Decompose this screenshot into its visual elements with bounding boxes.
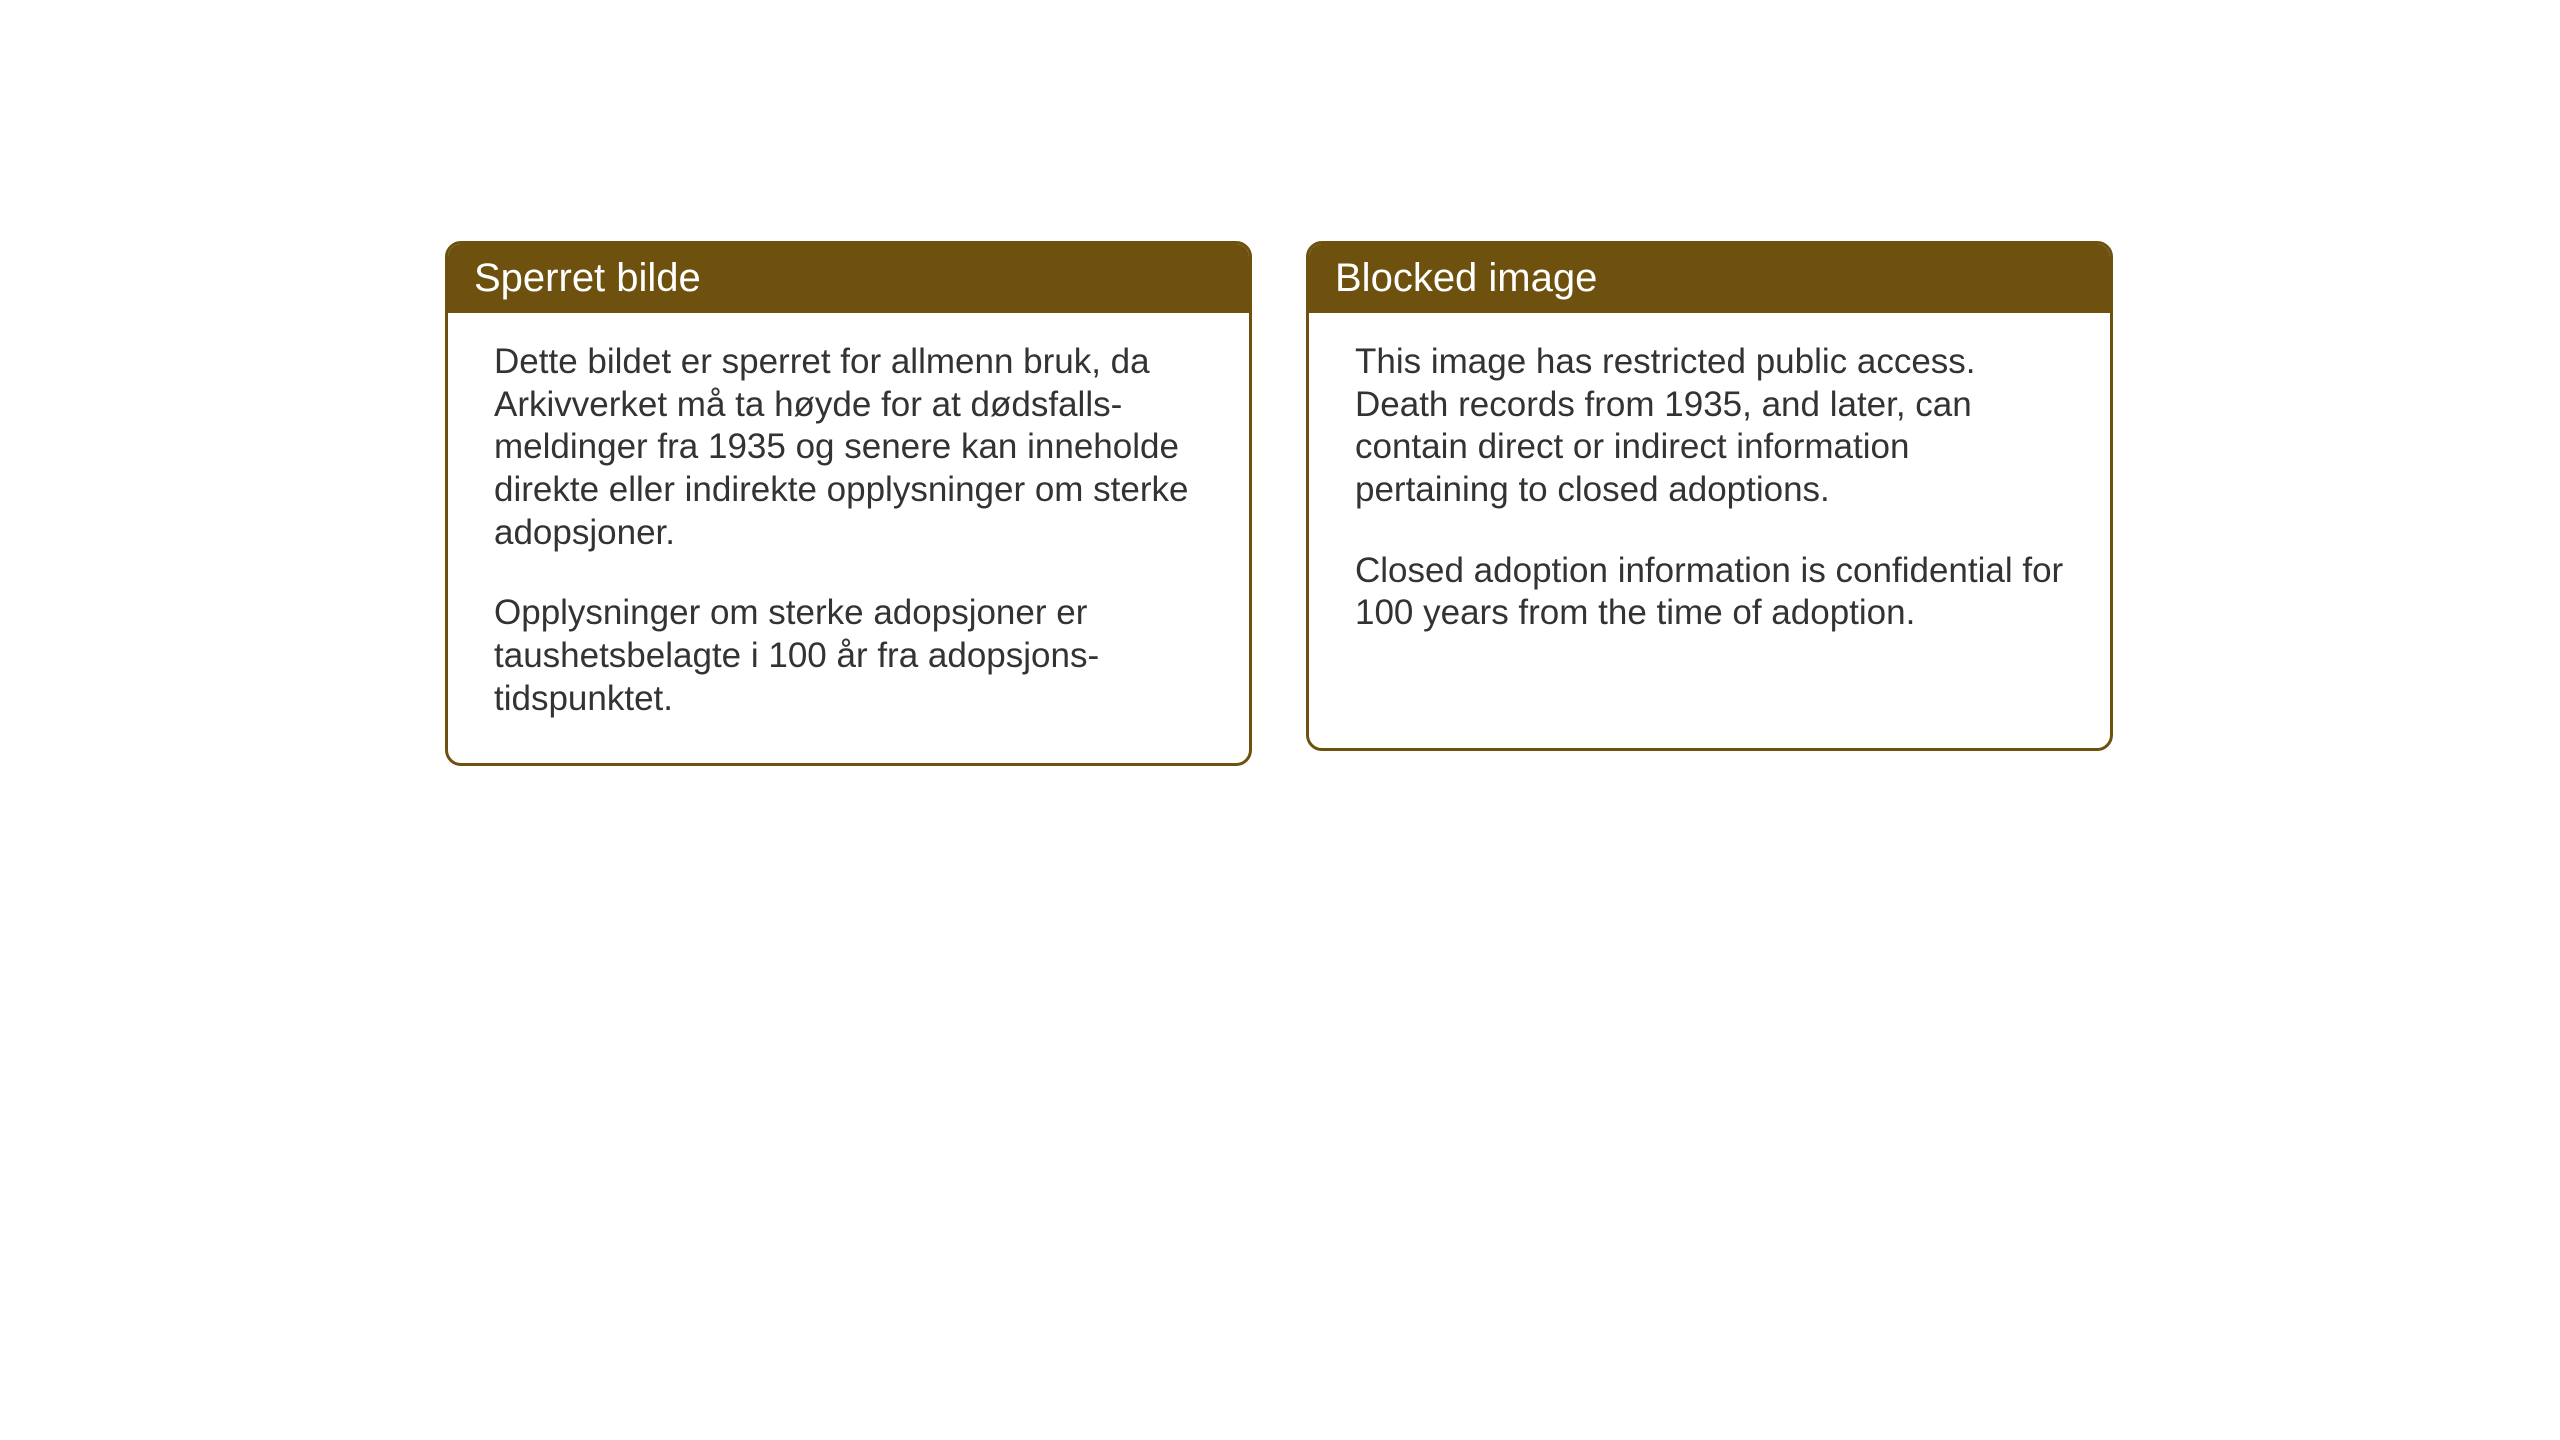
paragraph-1-english: This image has restricted public access.… [1355,341,2064,512]
card-title-norwegian: Sperret bilde [474,256,701,300]
paragraph-2-norwegian: Opplysninger om sterke adopsjoner er tau… [494,592,1203,720]
notice-card-english: Blocked image This image has restricted … [1306,241,2113,751]
card-header-english: Blocked image [1309,244,2110,313]
notice-card-norwegian: Sperret bilde Dette bildet er sperret fo… [445,241,1252,766]
card-header-norwegian: Sperret bilde [448,244,1249,313]
paragraph-2-english: Closed adoption information is confident… [1355,550,2064,635]
notice-container: Sperret bilde Dette bildet er sperret fo… [445,241,2113,766]
card-body-norwegian: Dette bildet er sperret for allmenn bruk… [448,313,1249,763]
card-body-english: This image has restricted public access.… [1309,313,2110,677]
paragraph-1-norwegian: Dette bildet er sperret for allmenn bruk… [494,341,1203,554]
card-title-english: Blocked image [1335,256,1597,300]
